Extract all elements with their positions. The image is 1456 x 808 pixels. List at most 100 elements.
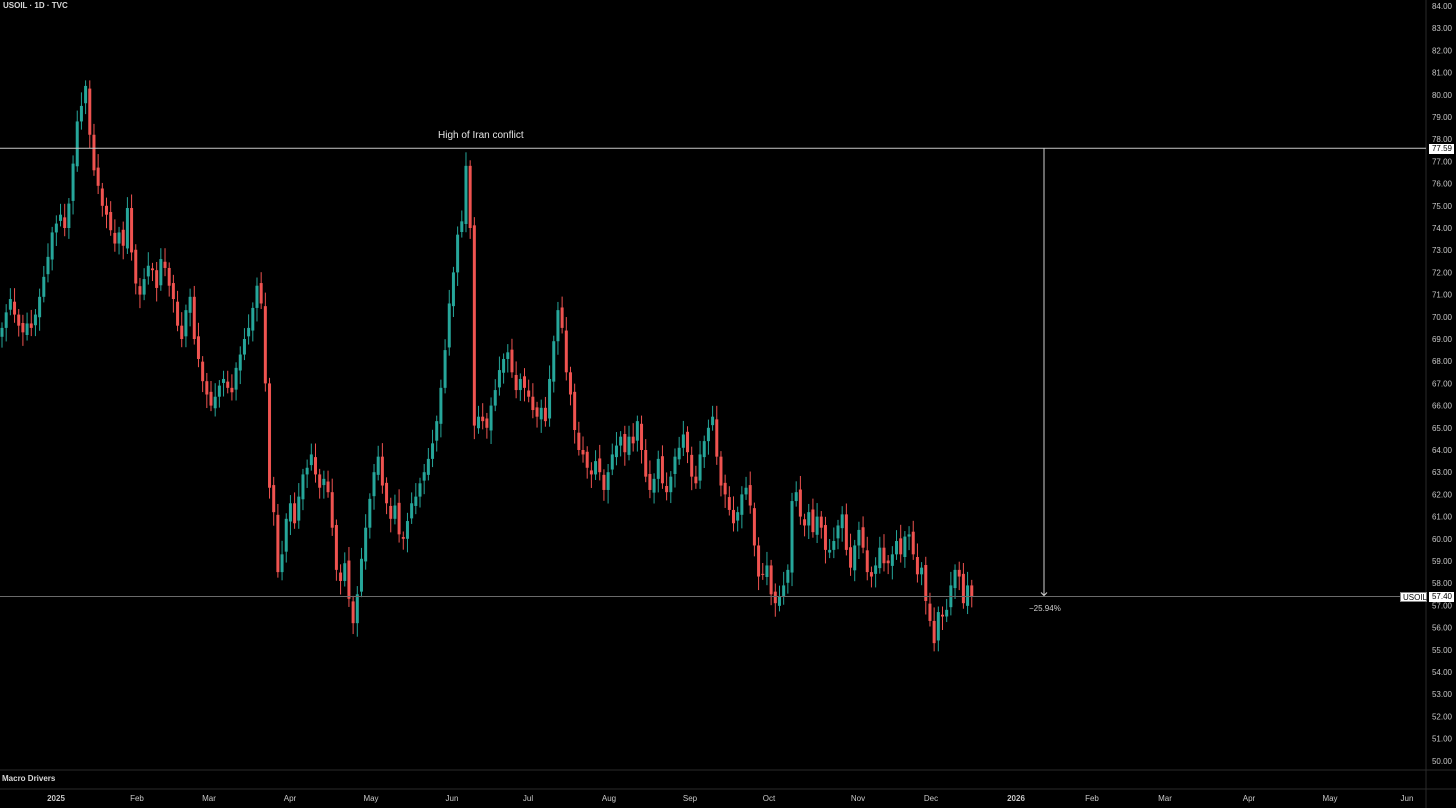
candle-body (364, 527, 368, 562)
symbol-title[interactable]: USOIL · 1D · TVC (3, 1, 68, 10)
time-tick-label: Sep (683, 794, 698, 803)
price-tick-label: 75.00 (1432, 202, 1453, 211)
candle-body (773, 591, 777, 604)
candle-body (543, 407, 547, 422)
panel-label[interactable]: Macro Drivers (2, 774, 56, 783)
candle-body (46, 256, 50, 275)
candle-body (42, 276, 46, 297)
price-tick-label: 65.00 (1432, 424, 1453, 433)
price-tick-label: 82.00 (1432, 46, 1453, 55)
candle-body (481, 416, 485, 422)
time-tick-label: Apr (1243, 794, 1256, 803)
candle-body (740, 494, 744, 515)
last-price-tag: 57.40 (1429, 592, 1454, 602)
level-annotation[interactable]: High of Iran conflict (438, 130, 524, 141)
price-tick-label: 64.00 (1432, 446, 1453, 455)
candle-body (150, 268, 154, 271)
price-tick-label: 72.00 (1432, 268, 1453, 277)
candle-body (619, 436, 623, 446)
price-tick-label: 73.00 (1432, 246, 1453, 255)
time-tick-label: Nov (851, 794, 865, 803)
candle-body (853, 545, 857, 571)
candle-body (694, 476, 698, 484)
candle-body (803, 519, 807, 526)
candle-body (79, 105, 83, 122)
candle-body (276, 514, 280, 573)
candle-body (911, 531, 915, 555)
candle-body (71, 163, 75, 201)
candle-body (372, 472, 376, 497)
candle-body (50, 232, 54, 260)
candle-body (815, 516, 819, 535)
candle-body (552, 341, 556, 382)
candle-body (702, 441, 706, 458)
candle-body (67, 203, 71, 228)
candle-body (510, 349, 514, 373)
time-tick-label: Oct (763, 794, 776, 803)
candle-body (146, 265, 150, 277)
candle-body (288, 503, 292, 522)
candle-body (924, 564, 928, 601)
candle-body (230, 387, 234, 393)
candle-body (63, 217, 67, 228)
candle-body (13, 301, 17, 315)
candle-body (861, 527, 865, 548)
candle-body (635, 421, 639, 441)
candle-body (744, 487, 748, 495)
candle-body (435, 421, 439, 441)
candle-body (907, 534, 911, 537)
candle-body (531, 396, 535, 411)
candle-body (556, 310, 560, 342)
candle-body (690, 454, 694, 477)
candle-body (589, 470, 593, 475)
candle-body (351, 601, 355, 624)
candle-body (117, 232, 121, 244)
time-tick-label: May (1322, 794, 1337, 803)
candle-body (970, 585, 974, 597)
candle-body (711, 416, 715, 426)
candle-body (380, 456, 384, 486)
price-tick-label: 53.00 (1432, 690, 1453, 699)
candle-body (426, 458, 430, 475)
price-tick-label: 60.00 (1432, 535, 1453, 544)
candle-body (188, 296, 192, 313)
candle-body (226, 381, 230, 388)
candle-body (155, 270, 159, 288)
candle-body (585, 451, 589, 468)
candle-body (535, 407, 539, 417)
candle-body (247, 327, 251, 337)
candle-body (389, 505, 393, 519)
candle-body (196, 336, 200, 359)
candle-body (38, 296, 42, 318)
symbol-tag: USOIL (1400, 592, 1427, 602)
candle-body (192, 296, 196, 339)
candle-body (368, 498, 372, 528)
candle-body (105, 205, 108, 215)
candle-body (865, 550, 869, 573)
candle-body (272, 485, 276, 513)
candle-body (514, 374, 518, 391)
candle-body (284, 518, 288, 552)
candle-body (242, 339, 246, 355)
time-tick-label: Feb (1085, 794, 1099, 803)
candle-body (318, 474, 322, 488)
candle-body (727, 497, 731, 510)
candle-body (623, 434, 627, 453)
candle-body (405, 521, 409, 539)
candle-body (255, 285, 259, 308)
time-tick-label: 2025 (47, 794, 65, 803)
candle-body (953, 569, 957, 589)
candle-body (648, 473, 652, 490)
candle-body (268, 383, 272, 488)
candle-body (29, 323, 33, 328)
candle-body (669, 476, 673, 493)
candle-body (752, 508, 756, 546)
candle-body (828, 549, 832, 553)
candle-body (468, 165, 472, 228)
candle-body (280, 554, 284, 573)
price-tick-label: 51.00 (1432, 735, 1453, 744)
candle-body (96, 167, 100, 186)
candle-body (125, 208, 129, 249)
